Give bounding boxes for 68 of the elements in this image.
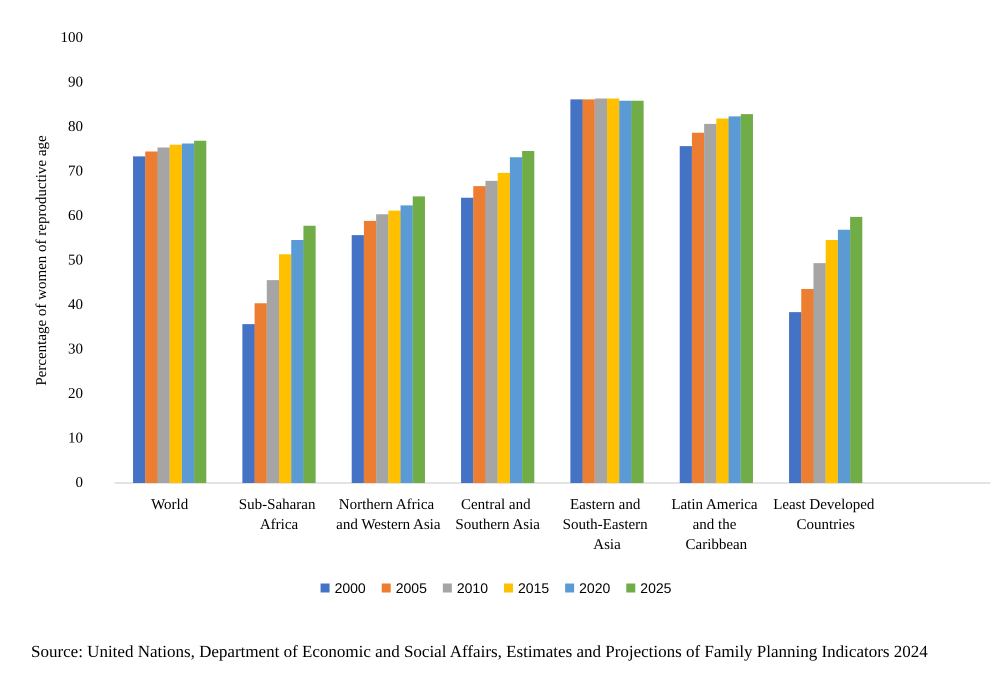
y-tick-label: 0 xyxy=(76,475,83,491)
x-tick-label: Latin America and the Caribbean xyxy=(671,497,762,553)
y-tick-label: 10 xyxy=(68,430,83,446)
bar xyxy=(716,118,729,483)
bar xyxy=(789,312,802,483)
bar xyxy=(838,230,850,483)
legend-label: 2025 xyxy=(640,580,672,596)
y-tick-label: 70 xyxy=(68,164,83,180)
bar xyxy=(279,254,292,483)
bar xyxy=(801,288,814,483)
legend-label: 2005 xyxy=(396,580,428,596)
bar xyxy=(607,98,620,483)
bar xyxy=(242,324,255,483)
bar xyxy=(400,205,413,483)
x-tick-label: World xyxy=(151,497,189,513)
y-tick-label: 80 xyxy=(68,119,83,135)
bar xyxy=(594,98,608,483)
bar xyxy=(485,180,498,483)
bar xyxy=(303,226,316,483)
legend-label: 2015 xyxy=(518,580,550,596)
bar xyxy=(254,303,267,483)
legend-label: 2010 xyxy=(456,580,488,596)
y-tick-label: 50 xyxy=(68,252,83,268)
legend-label: 2000 xyxy=(334,580,366,596)
bar xyxy=(631,100,644,483)
bar xyxy=(813,263,826,483)
bar xyxy=(704,124,716,483)
bar xyxy=(145,151,158,483)
bar xyxy=(291,240,304,483)
bar xyxy=(510,157,522,483)
x-tick-label: Least Developed Countries xyxy=(773,497,878,533)
bar xyxy=(570,99,583,483)
bar xyxy=(412,196,425,483)
bar xyxy=(680,146,692,483)
bar xyxy=(352,235,364,483)
bar xyxy=(157,147,170,483)
bar xyxy=(740,114,753,483)
y-tick-label: 60 xyxy=(68,208,83,224)
bar xyxy=(728,116,741,483)
source-note: Source: United Nations, Department of Economic and Social Affairs, Estimates and Projections of Family Planning Indicators 2024 xyxy=(31,642,928,661)
bar xyxy=(182,143,194,483)
x-tick-label: Eastern and South-Eastern Asia xyxy=(562,497,652,553)
bar xyxy=(473,186,486,483)
y-tick-label: 30 xyxy=(68,342,83,358)
bar xyxy=(619,100,632,483)
bar xyxy=(133,156,146,483)
bar xyxy=(266,280,280,483)
bar xyxy=(498,172,510,483)
x-tick-label: Sub-Saharan Africa xyxy=(238,497,320,533)
bar xyxy=(461,198,474,483)
x-tick-label: Northern Africa and Western Asia xyxy=(336,497,441,533)
bar xyxy=(170,144,182,483)
bar xyxy=(194,140,206,483)
bar xyxy=(850,216,862,483)
y-tick-label: 20 xyxy=(68,386,83,402)
bar xyxy=(826,240,838,483)
y-axis-title: Percentage of women of reproductive age xyxy=(34,135,50,386)
bar xyxy=(522,151,534,483)
y-tick-label: 40 xyxy=(68,297,83,313)
bar xyxy=(364,220,376,483)
y-tick-label: 100 xyxy=(60,30,83,46)
legend-label: 2020 xyxy=(579,580,611,596)
y-tick-label: 90 xyxy=(68,74,83,90)
x-tick-label: Central and Southern Asia xyxy=(455,497,540,533)
bar xyxy=(582,99,595,483)
bar xyxy=(692,132,704,483)
bar xyxy=(376,214,388,483)
bar xyxy=(388,210,401,483)
